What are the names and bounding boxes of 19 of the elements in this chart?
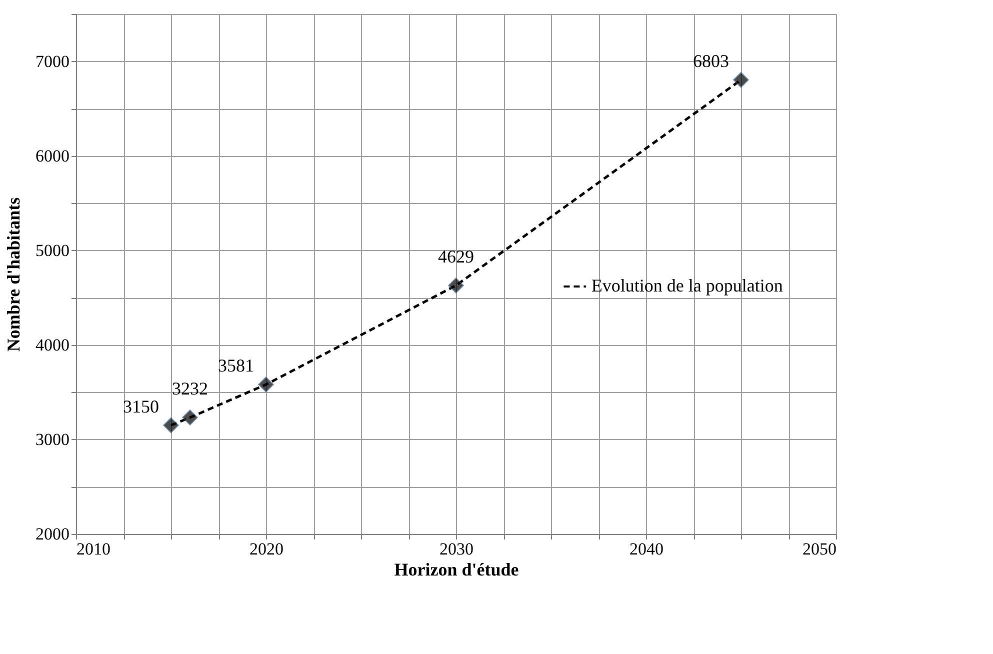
data-label: 3150 (123, 396, 159, 416)
y-tick-label: 4000 (36, 335, 70, 354)
y-tick-label: 7000 (36, 52, 70, 71)
data-label: 4629 (438, 246, 474, 266)
data-label: 3232 (172, 378, 208, 399)
y-tick-label: 5000 (36, 240, 70, 260)
x-tick-label: 2050 (802, 540, 836, 558)
x-tick-label: 2020 (250, 540, 284, 558)
y-tick-label: 2000 (36, 524, 70, 544)
data-label: 3581 (218, 356, 254, 376)
x-tick-label: 2010 (76, 540, 110, 558)
x-axis-title: Horizon d'étude (394, 560, 519, 580)
data-label: 6803 (693, 50, 729, 71)
x-tick-label: 2030 (440, 540, 474, 558)
x-tick-label: 2040 (630, 540, 664, 558)
legend-label: Evolution de la population (591, 276, 783, 296)
y-axis-title: Nombre d'habitants (4, 197, 24, 352)
y-tick-label: 6000 (36, 146, 70, 166)
y-tick-label: 3000 (36, 430, 70, 449)
